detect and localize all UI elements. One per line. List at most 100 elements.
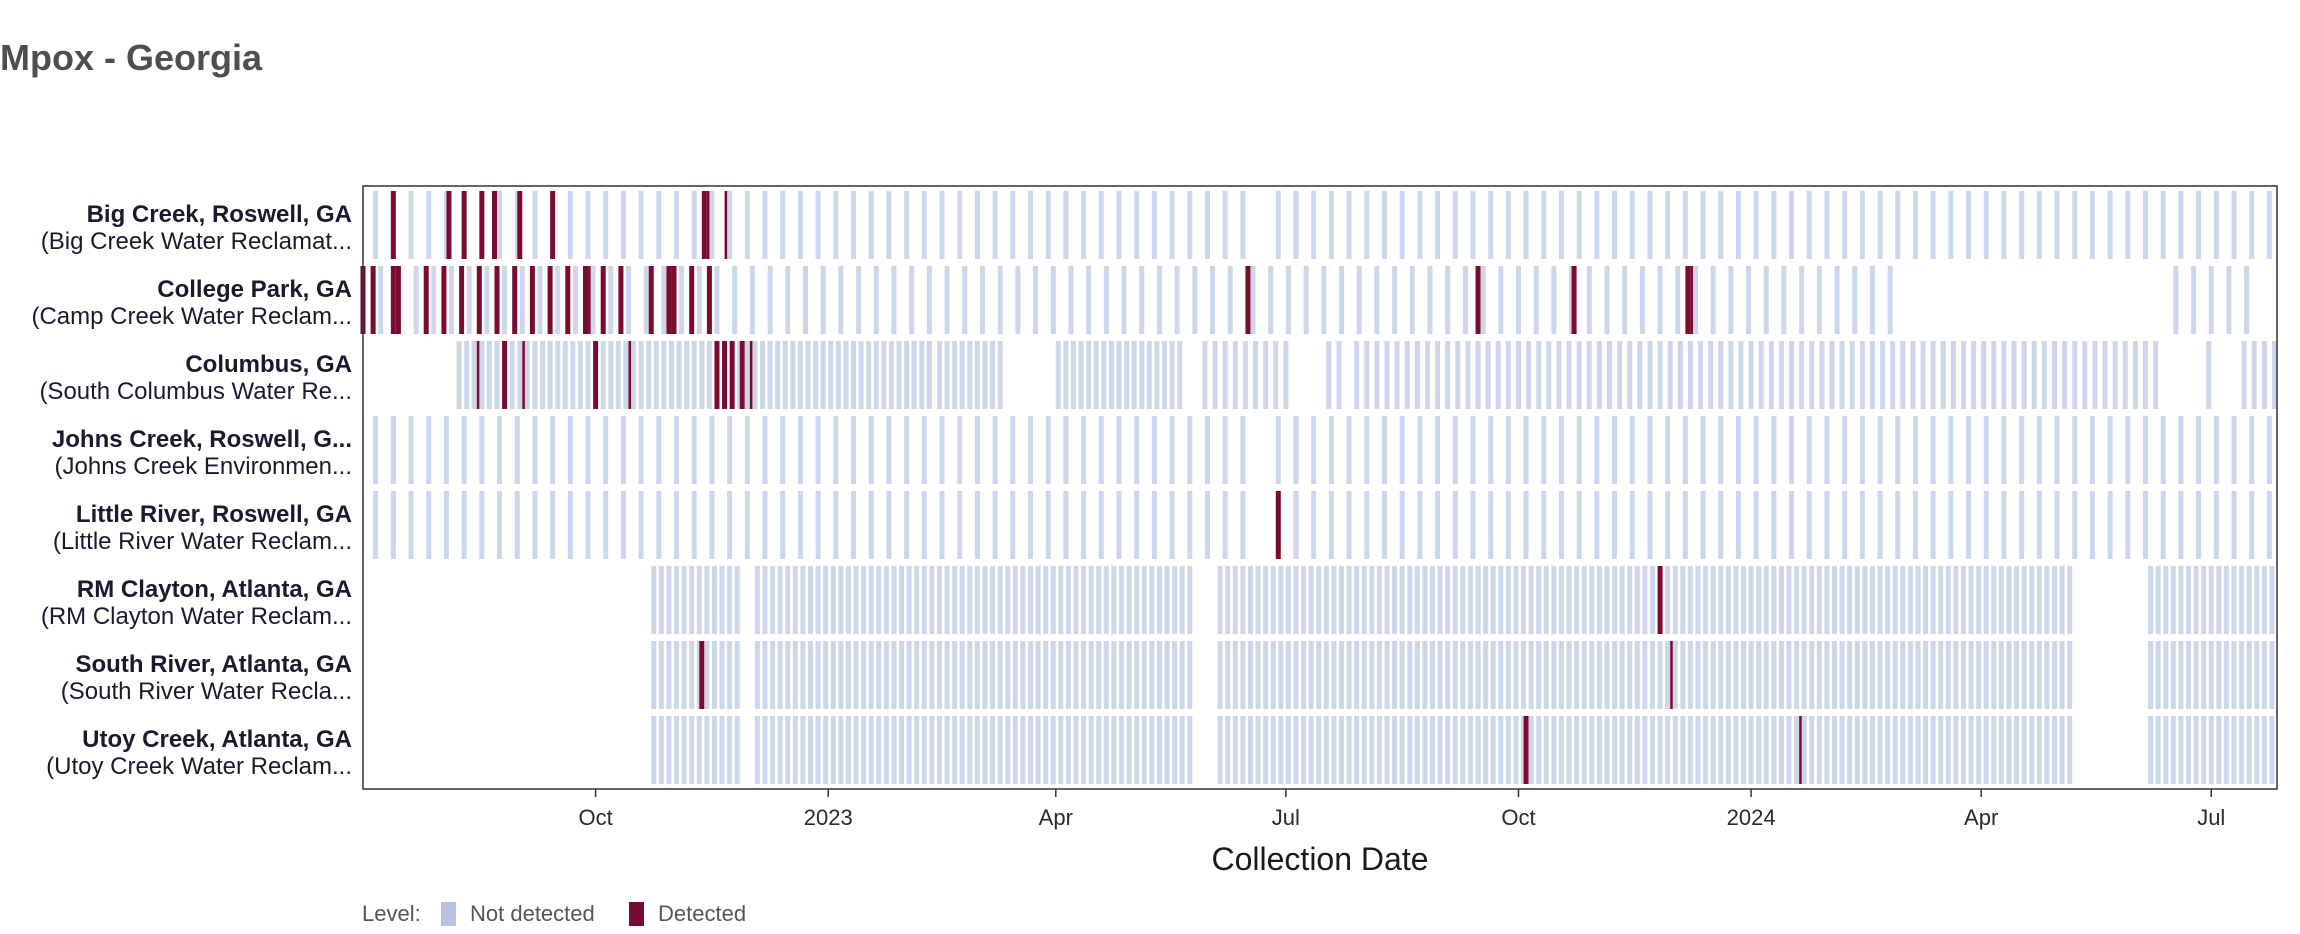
- sample-not-detected: [555, 266, 561, 334]
- sample-not-detected: [1141, 641, 1147, 709]
- sample-not-detected: [1488, 416, 1494, 484]
- sample-not-detected: [408, 416, 414, 484]
- sample-not-detected: [1983, 491, 1989, 559]
- sample-not-detected: [1895, 191, 1901, 259]
- sample-not-detected: [620, 491, 626, 559]
- sample-not-detected: [1028, 566, 1033, 634]
- sample-not-detected: [1634, 641, 1640, 709]
- sample-not-detected: [939, 491, 945, 559]
- sample-not-detected: [727, 641, 733, 709]
- sample-not-detected: [1735, 191, 1741, 259]
- sample-not-detected: [2021, 641, 2027, 709]
- sample-not-detected: [1063, 491, 1069, 559]
- sample-not-detected: [1392, 566, 1398, 634]
- sample-not-detected: [1338, 266, 1344, 334]
- sample-not-detected: [815, 416, 821, 484]
- sample-not-detected: [1915, 716, 1921, 784]
- sample-not-detected: [1877, 716, 1883, 784]
- sample-not-detected: [833, 416, 839, 484]
- sample-not-detected: [1384, 716, 1390, 784]
- sample-not-detected: [1923, 641, 1929, 709]
- sample-not-detected: [1771, 716, 1777, 784]
- sample-not-detected: [1445, 566, 1451, 634]
- sample-not-detected: [674, 191, 680, 259]
- sample-not-detected: [1930, 191, 1936, 259]
- sample-not-detected: [737, 341, 743, 409]
- sample-not-detected: [1543, 641, 1549, 709]
- sample-not-detected: [1098, 491, 1104, 559]
- sample-not-detected: [974, 191, 980, 259]
- sample-not-detected: [656, 416, 662, 484]
- sample-not-detected: [1399, 191, 1405, 259]
- sample-not-detected: [2112, 341, 2118, 409]
- sample-not-detected: [2226, 266, 2232, 334]
- sample-not-detected: [696, 716, 702, 784]
- x-tick-label: Jul: [2197, 805, 2225, 830]
- sample-not-detected: [696, 641, 702, 709]
- sample-not-detected: [1647, 341, 1653, 409]
- sample-not-detected: [1321, 266, 1327, 334]
- sample-not-detected: [1687, 716, 1693, 784]
- sample-not-detected: [456, 341, 462, 409]
- sample-not-detected: [577, 341, 583, 409]
- sample-not-detected: [1126, 566, 1132, 634]
- sample-not-detected: [792, 641, 798, 709]
- sample-not-detected: [1940, 341, 1946, 409]
- legend-label-not-detected: Not detected: [470, 901, 595, 926]
- sample-not-detected: [1604, 641, 1610, 709]
- sample-not-detected: [1121, 266, 1127, 334]
- sample-not-detected: [1247, 641, 1253, 709]
- sample-not-detected: [833, 191, 839, 259]
- sample-not-detected: [1541, 416, 1547, 484]
- sample-not-detected: [1149, 566, 1155, 634]
- sample-not-detected: [550, 491, 556, 559]
- sample-not-detected: [835, 341, 841, 409]
- sample-not-detected: [1187, 491, 1193, 559]
- sample-not-detected: [625, 266, 631, 334]
- sample-not-detected: [1452, 491, 1458, 559]
- sample-not-detected: [1028, 191, 1033, 259]
- sample-not-detected: [1778, 566, 1784, 634]
- sample-not-detected: [1839, 716, 1845, 784]
- sample-not-detected: [2059, 641, 2065, 709]
- sample-not-detected: [952, 716, 958, 784]
- sample-not-detected: [2269, 566, 2275, 634]
- sample-not-detected: [2089, 416, 2095, 484]
- site-subtitle-rm-clayton-atlanta-ga: (RM Clayton Water Reclam...: [41, 603, 352, 630]
- sample-not-detected: [2196, 416, 2202, 484]
- sample-not-detected: [1354, 716, 1360, 784]
- sample-not-detected: [1627, 341, 1633, 409]
- sample-not-detected: [2246, 566, 2252, 634]
- sample-not-detected: [2052, 641, 2057, 709]
- sample-not-detected: [1098, 416, 1104, 484]
- sample-not-detected: [1217, 716, 1223, 784]
- sample-not-detected: [1677, 341, 1683, 409]
- sample-not-detected: [2143, 416, 2149, 484]
- sample-detected: [1523, 716, 1529, 784]
- sample-not-detected: [838, 266, 844, 334]
- sample-not-detected: [1374, 266, 1380, 334]
- sample-detected: [476, 266, 482, 334]
- sample-not-detected: [1490, 641, 1496, 709]
- sample-not-detected: [876, 641, 882, 709]
- sample-not-detected: [1558, 491, 1564, 559]
- sample-not-detected: [1369, 716, 1375, 784]
- sample-not-detected: [1043, 716, 1049, 784]
- sample-not-detected: [2001, 491, 2007, 559]
- sample-not-detected: [2006, 716, 2012, 784]
- sample-not-detected: [2223, 566, 2229, 634]
- sample-not-detected: [833, 491, 839, 559]
- sample-not-detected: [1991, 566, 1997, 634]
- sample-not-detected: [762, 641, 768, 709]
- sample-not-detected: [732, 266, 738, 334]
- sample-not-detected: [2160, 416, 2166, 484]
- sample-not-detected: [785, 716, 791, 784]
- sample-not-detected: [426, 191, 432, 259]
- sample-not-detected: [886, 416, 892, 484]
- sample-not-detected: [1010, 491, 1016, 559]
- sample-not-detected: [1225, 566, 1231, 634]
- sample-detected: [512, 266, 518, 334]
- sample-not-detected: [1392, 716, 1398, 784]
- sample-not-detected: [2254, 566, 2260, 634]
- sample-not-detected: [2231, 641, 2237, 709]
